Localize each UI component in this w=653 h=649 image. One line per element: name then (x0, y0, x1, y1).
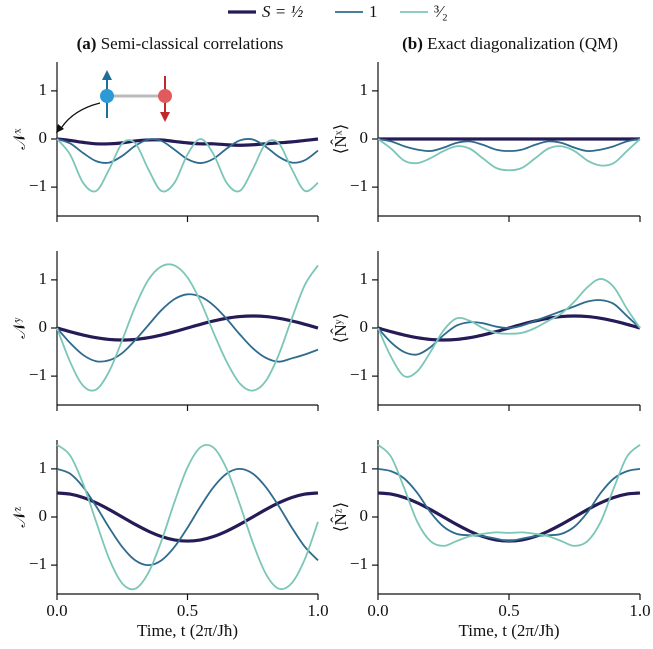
y-axis-label: 𝒩ᶻ (10, 506, 29, 527)
y-axis-label: ⟨N̂ʸ⟩ (331, 313, 350, 344)
y-tick-label: 1 (39, 80, 48, 99)
series-line (56, 138, 319, 164)
panel-label: (b) (402, 34, 423, 53)
series-line (56, 443, 319, 591)
y-tick-label: 0 (360, 128, 369, 147)
y-tick-label: −1 (29, 176, 47, 195)
subplot: −1 0 1 𝒩ʸ (10, 251, 319, 411)
y-axis-label: 𝒩ʸ (10, 317, 29, 338)
x-axis-label: Time, t (2π/Jħ) (459, 621, 560, 640)
y-tick-label: −1 (29, 554, 47, 573)
series-line (377, 467, 641, 542)
y-tick-label: 0 (39, 506, 48, 525)
panel-title: (b) Exact diagonalization (QM) (402, 34, 618, 53)
series-line (56, 138, 319, 193)
series-line (377, 138, 641, 172)
spin-diagram (56, 70, 172, 133)
series-line (377, 138, 641, 152)
subplot: −1 0 1 0.0 0.5 1.0 ⟨N̂ᶻ⟩ Time, t (2π/Jħ) (331, 440, 651, 640)
y-tick-label: 0 (360, 317, 369, 336)
y-axis-label: ⟨N̂ˣ⟩ (331, 124, 350, 154)
series-line (56, 137, 319, 147)
subplot: −1 0 1 𝒩ˣ (10, 62, 319, 222)
series-line (377, 444, 641, 547)
y-tick-label: 1 (360, 80, 369, 99)
subplot: −1 0 1 ⟨N̂ʸ⟩ (331, 251, 641, 411)
y-tick-label: 1 (360, 458, 369, 477)
panel-title: (a) Semi-classical correlations (77, 34, 284, 53)
series-line (377, 491, 641, 543)
x-axis-label: Time, t (2π/Jħ) (137, 621, 238, 640)
x-tick-label: 0.0 (46, 601, 67, 620)
subplot: −1 0 1 ⟨N̂ˣ⟩ (331, 62, 641, 222)
title-text: Exact diagonalization (QM) (427, 34, 618, 53)
x-tick-label: 1.0 (629, 601, 650, 620)
y-tick-label: 1 (360, 269, 369, 288)
panel-label: (a) (77, 34, 97, 53)
series-line (56, 263, 319, 392)
y-tick-label: −1 (29, 365, 47, 384)
x-tick-label: 0.5 (498, 601, 519, 620)
y-tick-label: −1 (350, 176, 368, 195)
legend-label: S = ½ (262, 2, 303, 21)
series-line (56, 491, 319, 543)
series-line (377, 299, 641, 356)
y-tick-label: 1 (39, 269, 48, 288)
y-tick-label: −1 (350, 365, 368, 384)
series-line (56, 467, 319, 567)
y-tick-label: 0 (39, 317, 48, 336)
legend-label: ³⁄₂ (434, 2, 448, 21)
y-tick-label: 0 (360, 506, 369, 525)
series-line (377, 278, 641, 378)
y-tick-label: 1 (39, 458, 48, 477)
y-axis-label: ⟨N̂ᶻ⟩ (331, 502, 350, 532)
x-tick-label: 1.0 (307, 601, 328, 620)
title-text: Semi-classical correlations (101, 34, 284, 53)
legend-label: 1 (369, 2, 378, 21)
y-tick-label: −1 (350, 554, 368, 573)
y-tick-label: 0 (39, 128, 48, 147)
x-tick-label: 0.5 (177, 601, 198, 620)
series-line (56, 314, 319, 342)
x-tick-label: 0.0 (367, 601, 388, 620)
y-axis-label: 𝒩ˣ (10, 128, 29, 149)
subplot: −1 0 1 0.0 0.5 1.0 𝒩ᶻ Time, t (2π/Jħ) (10, 440, 329, 640)
legend: S = ½ 1 ³⁄₂ (228, 2, 448, 21)
